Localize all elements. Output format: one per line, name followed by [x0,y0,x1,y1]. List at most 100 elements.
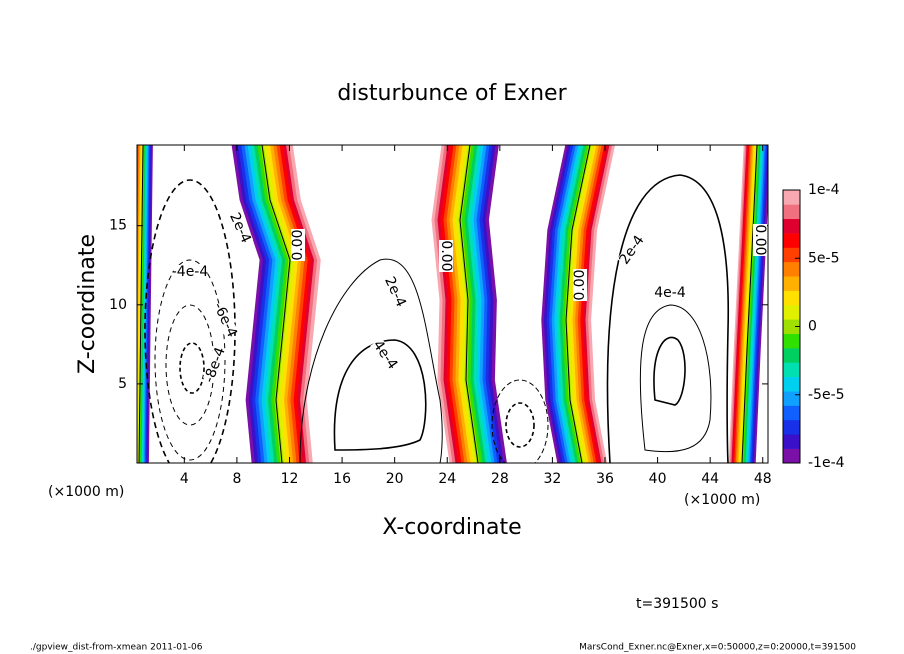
contour-fill [250,145,283,463]
contour-fill [452,145,474,463]
colorbar-cell [783,233,800,248]
x-tick-label: 32 [543,471,561,487]
x-tick-label: 36 [596,471,614,487]
contour-line [653,336,686,406]
contour-fill [728,145,746,463]
x-tick-label: 44 [701,471,719,487]
colorbar-cell [783,391,800,406]
contour-fill [286,145,318,463]
colorbar-cell [783,290,800,306]
colorbar-cell [783,319,800,334]
zero-contour [741,145,758,463]
x-tick-label: 48 [754,471,772,487]
colorbar-tick-label: -5e-5 [808,387,845,403]
x-tick-label: 28 [491,471,509,487]
contour-fill [270,145,302,463]
contour-fill [731,145,749,463]
colorbar-cell [783,333,800,349]
contour-label: -6e-4 [210,300,240,340]
contour-label-bg [573,269,587,301]
contour-line [639,304,712,453]
contour-label-bg [202,347,228,383]
zero-contour [459,145,479,463]
x-tick-label: 24 [438,471,456,487]
zero-contour [565,145,591,463]
colorbar-cell [783,348,800,363]
contour-label: 0.00 [438,240,454,271]
colorbar-tick-label: -1e-4 [808,455,845,471]
contour-fill [458,145,480,463]
contour-fill [738,145,756,463]
contour-label-bg [439,240,453,272]
contour-line [333,339,427,451]
time-label: t=391500 s [636,596,718,612]
contour-label-bg [381,274,409,310]
contour-line [299,258,443,463]
x-tick-label: 8 [232,471,241,487]
colorbar-cell [783,204,800,220]
contour-fill [282,145,315,463]
colorbar-cell [783,405,800,421]
contour-fill [234,145,267,463]
contour-label-bg [174,265,206,279]
contour-fill [238,145,270,463]
contour-label-bg [617,232,647,268]
contour-fill [247,145,280,463]
contour-fill [437,145,459,463]
colorbar-cell [783,218,800,234]
contour-fill [279,145,312,463]
contour-fill [440,145,462,463]
contour-fill [449,145,471,463]
contour-fill [467,145,489,463]
x-tick-label: 16 [333,471,351,487]
colorbar-cell [783,247,800,263]
zero-contour [261,145,291,463]
contour-label-bg [291,229,305,261]
footer-left: ./gpview_dist-from-xmean 2011-01-06 [30,643,203,653]
contour-fill [130,145,135,463]
contour-fill [431,145,453,463]
contour-fill [231,145,264,463]
contour-fill [455,145,477,463]
contour-fill [266,145,299,463]
contour-label: 4e-4 [654,285,686,301]
contour-fill [470,145,492,463]
contour-fill [735,145,753,463]
colorbar-tick-label: 0 [808,319,817,335]
colorbar-cell [783,304,800,320]
colorbar-cell [783,448,800,464]
x-tick-label: 20 [386,471,404,487]
colorbar-cell [783,362,800,378]
colorbar-cell [783,190,800,205]
x-unit: (×1000 m) [48,484,124,500]
contour-fill [276,145,308,463]
contour-label: 0.00 [572,269,588,300]
contour-fill [737,145,754,463]
x-axis-label: X-coordinate [382,515,521,540]
contour-fill [479,145,501,463]
colorbar-tick-label: 1e-4 [808,182,840,198]
contour-fill [137,145,141,455]
contour-line [491,379,549,463]
contour-line [154,259,226,461]
contour-fill [739,145,757,463]
contour-label-bg [226,210,254,246]
y-tick-label: 15 [109,218,127,234]
chart-title: disturbunce of Exner [337,81,567,106]
contour-fill [732,145,750,463]
contour-fill [263,145,296,463]
contour-fill [473,145,495,463]
contour-fill [434,145,456,463]
contour-label-bg [753,224,767,256]
contour-label: 0.00 [290,229,306,260]
x-tick-label: 40 [649,471,667,487]
contour-label: 2e-4 [381,274,409,309]
contour-fill [443,145,465,463]
contour-fill [464,145,486,463]
zero-contour [138,145,144,463]
contour-fill [244,145,276,463]
contour-fill [137,145,140,374]
contour-fill [446,145,468,463]
colorbar-cell [783,276,800,291]
